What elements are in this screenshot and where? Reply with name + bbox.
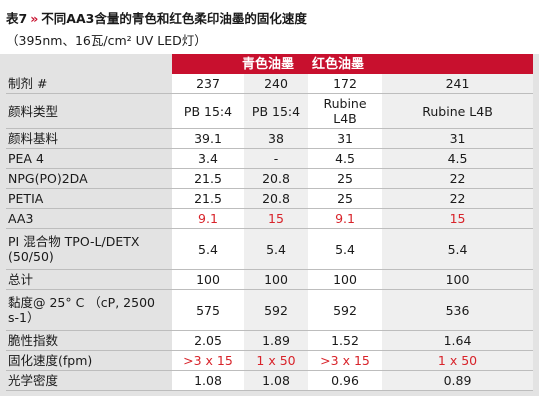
table-cell: 100 [382,269,534,290]
table-cell: 0.89 [382,370,534,391]
row-label: 脆性指数 [6,330,172,351]
table-cell: 38 [244,128,309,149]
table-cell: 15 [244,208,309,229]
table-cell: 31 [382,128,534,149]
table-cell: 22 [382,168,534,189]
table-row: PEA 4 3.4-4.5 4.5 [6,148,534,169]
row-label: 黏度@ 25° C （cP, 2500 s-1） [6,289,172,331]
group-header-red: 红色油墨 [308,54,534,74]
table-row: 黏度@ 25° C （cP, 2500 s-1） 575 592 592 536 [6,289,534,331]
table-row: NPG(PO)2DA 21.5 20.8 25 22 [6,168,534,189]
table-number: 表7 [6,11,28,26]
table-cell: 9.1 [308,208,383,229]
table-cell: 39.1 [172,128,244,149]
row-label: NPG(PO)2DA [6,168,172,189]
table-cell: 15 [382,208,534,229]
table-row: 总计 100 100 100 100 [6,269,534,290]
table-cell: >3 x 15 [172,350,244,371]
table-row: AA3 9.1 15 9.1 15 [6,208,534,229]
table-cell: 5.4 [308,228,383,270]
table-cell: 9.1 [172,208,244,229]
table-cell: 1.52 [308,330,383,351]
table-cell: 31 [308,128,383,149]
table-subcaption: （395nm、16瓦/cm² UV LED灯） [6,33,207,48]
table-cell: 100 [308,269,383,290]
table-cell: >3 x 15 [308,350,383,371]
table-row: 固化速度(fpm) >3 x 15 1 x 50 >3 x 15 1 x 50 [6,350,534,371]
table-cell: PB 15:4 [172,93,244,129]
table-cell: 241 [382,74,534,94]
group-header-cyan: 青色油墨 [172,54,309,74]
table-cell: 3.4 [172,148,244,169]
table-cell: 1 x 50 [244,350,309,371]
row-label: 光学密度 [6,370,172,391]
table-cell: 1 x 50 [382,350,534,371]
row-label: PETIA [6,188,172,209]
table-row: 脆性指数 2.05 1.89 1.52 1.64 [6,330,534,351]
table-cell: 0.96 [308,370,383,391]
table-cell: Rubine L4B [382,93,534,129]
table-title: 不同AA3含量的青色和红色柔印油墨的固化速度 [41,11,307,26]
table-row: 颜料基料 39.1 38 31 31 [6,128,534,149]
header-blank-cell [6,54,172,74]
table-cell: PB 15:4 [244,93,309,129]
table-cell: 4.5 [308,148,383,169]
table-cell: 575 [172,289,244,331]
table-cell: 592 [308,289,383,331]
table-cell: 100 [172,269,244,290]
row-label: PI 混合物 TPO-L/DETX (50/50) [6,228,172,270]
table-cell: 237 [172,74,244,94]
table-cell: 20.8 [244,188,309,209]
row-label: AA3 [6,208,172,229]
table-cell: 536 [382,289,534,331]
table-cell: 22 [382,188,534,209]
table-cell: 25 [308,168,383,189]
table-cell: 2.05 [172,330,244,351]
table-cell: 1.64 [382,330,534,351]
table-row: 制剂 #237 240 172 241 [6,74,534,94]
table-row: 颜料类型 PB 15:4 PB 15:4 Rubine L4B Rubine L4B [6,93,534,129]
row-label: 颜料基料 [6,128,172,149]
table-cell: 25 [308,188,383,209]
table-cell: 4.5 [382,148,534,169]
table-cell: 592 [244,289,309,331]
table-caption: 表7» 不同AA3含量的青色和红色柔印油墨的固化速度 [6,8,307,27]
row-label: 固化速度(fpm) [6,350,172,371]
table-row: PETIA 21.5 20.8 25 22 [6,188,534,209]
table-row: PI 混合物 TPO-L/DETX (50/50) 5.4 5.4 5.4 5.4 [6,228,534,270]
table-cell: Rubine L4B [308,93,383,129]
table-cell: 240 [244,74,309,94]
row-label: 总计 [6,269,172,290]
table-cell: 5.4 [172,228,244,270]
table-cell: 1.08 [172,370,244,391]
table-cell: - [244,148,309,169]
table-cell: 1.08 [244,370,309,391]
group-header-row: 青色油墨 红色油墨 [6,54,534,74]
table-cell: 1.89 [244,330,309,351]
table-cell: 21.5 [172,168,244,189]
table-cell: 5.4 [382,228,534,270]
row-label: PEA 4 [6,148,172,169]
row-label: 颜料类型 [6,93,172,129]
table-cell: 100 [244,269,309,290]
curing-speed-table: 青色油墨 红色油墨 制剂 #237 240 172 241 颜料类型 PB 15:4 PB … [6,54,534,391]
chevron-icon: » [30,11,39,26]
table-cell: 5.4 [244,228,309,270]
data-table-area: 青色油墨 红色油墨 制剂 #237 240 172 241 颜料类型 PB 15:4 PB … [0,54,539,396]
table-cell: 21.5 [172,188,244,209]
table-cell: 20.8 [244,168,309,189]
row-label: 制剂 # [6,74,172,94]
table-cell: 172 [308,74,383,94]
table-row: 光学密度 1.08 1.08 0.96 0.89 [6,370,534,391]
